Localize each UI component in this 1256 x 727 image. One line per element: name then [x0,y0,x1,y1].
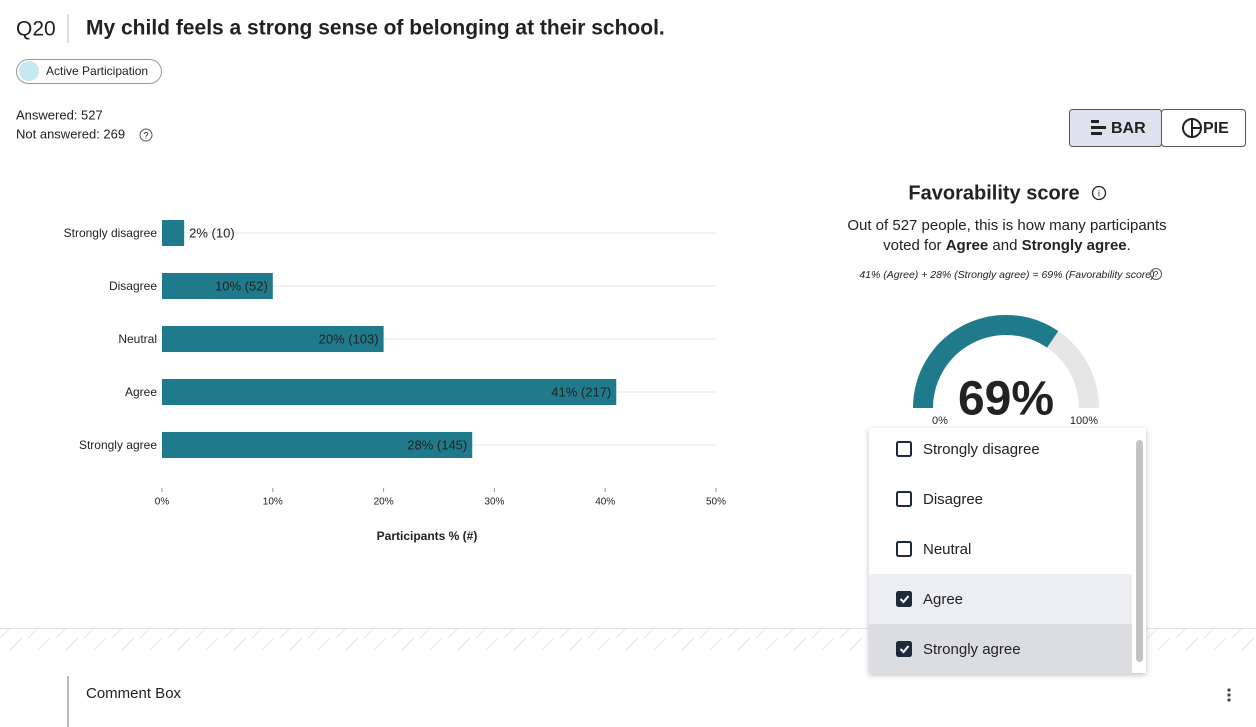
bar-toggle-label: BAR [1111,120,1146,137]
description-segment: Out of 527 people, this is how many part… [847,217,1166,234]
checkbox [896,441,912,457]
dropdown-option[interactable]: Agree [869,574,1132,624]
gauge-value-label: 69% [958,373,1054,426]
option-label: Neutral [923,541,971,558]
checkbox [896,641,912,657]
favorability-description: Out of 527 people, this is how many part… [847,217,1166,234]
option-label: Agree [923,591,963,608]
formula: 41% (Agree) + 28% (Strongly agree) = 69%… [859,269,1154,281]
favorability-description: voted for Agree and Strongly agree. [883,237,1131,254]
x-axis-label: Participants % (#) [377,529,478,543]
pie-toggle[interactable]: PIE [1161,109,1246,147]
description-segment: . [1127,237,1131,254]
x-tick-label: 0% [155,497,170,508]
tag-label: Active Participation [46,64,148,78]
description-segment: and [988,237,1021,254]
option-label: Strongly disagree [923,441,1040,458]
info-icon[interactable]: i [1091,185,1107,201]
y-tick-label: Agree [125,385,157,399]
dropdown-option[interactable]: Disagree [896,491,983,508]
y-tick-label: Strongly agree [79,438,157,452]
answered: Answered: 527 [16,107,103,122]
kebab-menu[interactable] [1227,688,1231,702]
dropdown-option[interactable]: Strongly disagree [896,441,1040,458]
option-highlight [869,624,1132,674]
y-tick-label: Neutral [118,332,157,346]
x-tick-label: 10% [263,497,283,508]
question-number: Q20 [16,18,56,41]
bar [162,220,185,246]
option-highlight [869,574,1132,624]
tag-dot [19,61,39,81]
data-label: 20% (103) [319,331,379,346]
data-label: 10% (52) [215,278,268,293]
checkbox [896,491,912,507]
dropdown-option[interactable]: Neutral [896,541,971,558]
description-segment: Strongly agree [1022,237,1127,254]
checkmark [899,595,910,604]
gauge-tick-label: 0% [932,415,948,427]
question-text: My child feels a strong sense of belongi… [86,17,665,40]
checkbox [896,591,912,607]
gauge-tick-label: 100% [1070,415,1098,427]
not-answered: Not answered: 269 [16,126,125,141]
svg-text:?: ? [143,130,148,140]
svg-text:?: ? [1154,270,1159,279]
gauge-value [913,315,1059,409]
bar [162,432,473,458]
description-segment: Agree [946,237,989,254]
bar [162,273,273,299]
tag-pill [16,59,162,84]
bar [162,326,384,352]
scrollbar [1136,440,1143,662]
y-tick-label: Disagree [109,279,157,293]
bar-toggle[interactable]: BAR [1069,109,1162,147]
data-label: 41% (217) [551,384,611,399]
bar [162,379,617,405]
help-icon[interactable]: ? [139,128,153,142]
comment-title: Comment Box [86,685,182,702]
x-tick-label: 40% [595,497,615,508]
checkbox [896,541,912,557]
favorability-title: Favorability score [908,182,1079,204]
data-label: 28% (145) [407,437,467,452]
help-icon[interactable]: ? [1150,268,1162,280]
data-label: 2% (10) [189,225,235,240]
option-label: Strongly agree [923,641,1021,658]
description-segment: voted for [883,237,946,254]
y-tick-label: Strongly disagree [64,226,158,240]
pie-toggle-label: PIE [1203,120,1229,137]
x-tick-label: 50% [706,497,726,508]
checkmark [899,645,910,654]
x-tick-label: 20% [374,497,394,508]
dropdown-option[interactable]: Strongly agree [869,624,1132,674]
svg-text:i: i [1098,188,1100,198]
x-tick-label: 30% [484,497,504,508]
option-label: Disagree [923,491,983,508]
